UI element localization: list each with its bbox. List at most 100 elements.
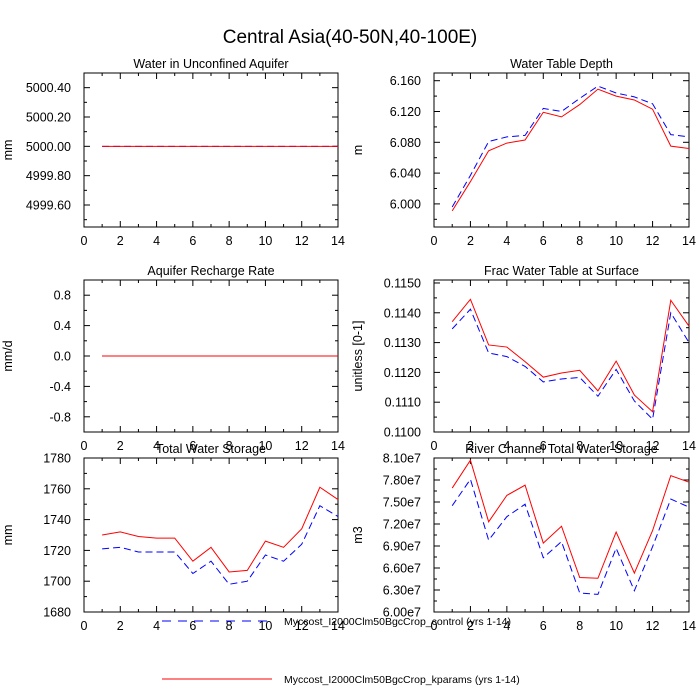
x-tick-label: 4 xyxy=(153,234,160,248)
x-tick-label: 12 xyxy=(646,234,660,248)
y-tick-label: 7.50e7 xyxy=(383,496,421,510)
y-tick-label: 1680 xyxy=(43,606,71,620)
y-axis-label: m xyxy=(351,145,365,155)
y-tick-label: 1760 xyxy=(43,482,71,496)
y-tick-label: -0.8 xyxy=(49,410,71,424)
x-tick-label: 4 xyxy=(503,619,510,633)
y-tick-label: 0.1130 xyxy=(384,336,421,350)
x-tick-label: 6 xyxy=(540,619,547,633)
x-tick-label: 8 xyxy=(576,619,583,633)
x-tick-label: 4 xyxy=(503,439,510,453)
x-tick-label: 6 xyxy=(189,439,196,453)
x-tick-label: 10 xyxy=(609,439,623,453)
y-axis-label: mm xyxy=(1,140,15,161)
panel-frac-water-table-at-surface: Frac Water Table at Surface 0 2 4 6 8 10 12 14 0.… xyxy=(351,264,696,453)
x-tick-label: 6 xyxy=(189,619,196,633)
series-line-control xyxy=(451,478,690,595)
x-tick-label: 4 xyxy=(153,439,160,453)
plot-frame xyxy=(433,72,690,228)
y-tick-label: 4999.80 xyxy=(26,169,71,183)
x-tick-label: 2 xyxy=(117,619,124,633)
plot-frame xyxy=(83,457,339,613)
panel-total-water-storage: Total Water Storage 0 2 4 6 8 10 12 14 1680 1700 17… xyxy=(1,442,345,633)
x-tick-label: 14 xyxy=(682,439,696,453)
y-tick-label: 0.1120 xyxy=(384,366,421,380)
y-tick-label: 1740 xyxy=(43,513,71,527)
legend-label-control: Myccost_I2000Clm50BgcCrop_control (yrs 1… xyxy=(284,616,511,628)
x-tick-label: 12 xyxy=(646,439,660,453)
x-tick-label: 12 xyxy=(295,234,309,248)
y-tick-label: 7.20e7 xyxy=(383,518,421,532)
y-tick-label: 1720 xyxy=(43,544,71,558)
y-tick-label: 6.160 xyxy=(390,74,421,88)
y-tick-label: 6.00e7 xyxy=(383,606,421,620)
x-tick-label: 8 xyxy=(576,439,583,453)
y-tick-label: 0.1100 xyxy=(384,426,421,440)
y-tick-label: 0.1150 xyxy=(384,276,421,290)
figure-title: Central Asia(40-50N,40-100E) xyxy=(223,27,478,48)
x-tick-label: 2 xyxy=(467,439,474,453)
x-tick-label: 12 xyxy=(295,619,309,633)
y-tick-label: 6.120 xyxy=(390,105,421,119)
x-tick-label: 4 xyxy=(503,234,510,248)
panel-title: Water Table Depth xyxy=(510,57,613,71)
y-tick-label: 6.080 xyxy=(390,136,421,150)
y-tick-label: 1780 xyxy=(43,452,71,466)
y-tick-label: 0.1140 xyxy=(384,306,421,320)
x-tick-label: 14 xyxy=(682,234,696,248)
x-tick-label: 2 xyxy=(117,439,124,453)
y-tick-label: 4999.60 xyxy=(26,199,71,213)
y-tick-label: 6.040 xyxy=(390,167,421,181)
x-tick-label: 10 xyxy=(609,234,623,248)
x-tick-label: 2 xyxy=(117,234,124,248)
y-tick-label: 0.0 xyxy=(54,350,71,364)
y-tick-label: 0.1110 xyxy=(385,396,421,410)
series-line-kparams xyxy=(451,88,690,212)
y-tick-label: 5000.20 xyxy=(26,111,71,125)
x-tick-label: 2 xyxy=(467,234,474,248)
y-axis-label: m3 xyxy=(351,526,365,543)
x-tick-label: 0 xyxy=(81,619,88,633)
x-tick-label: 14 xyxy=(331,234,345,248)
panel-water-table-depth: Water Table Depth 0 2 4 6 8 10 12 14 6.000 6.040 6.… xyxy=(351,57,696,248)
x-tick-label: 0 xyxy=(431,234,438,248)
y-tick-label: 5000.40 xyxy=(26,81,71,95)
y-axis-label: mm/d xyxy=(1,340,15,371)
x-tick-label: 2 xyxy=(467,619,474,633)
x-tick-label: 12 xyxy=(646,619,660,633)
y-tick-label: 5000.00 xyxy=(26,140,71,154)
x-tick-label: 10 xyxy=(258,234,272,248)
x-tick-label: 4 xyxy=(153,619,160,633)
y-tick-label: 8.10e7 xyxy=(383,452,421,466)
y-tick-label: 6.000 xyxy=(390,197,421,211)
panel-title: River Channel Total Water Storage xyxy=(465,442,658,456)
series-line-control xyxy=(451,85,690,208)
x-tick-label: 0 xyxy=(81,234,88,248)
panel-river-channel-total-water-storage: River Channel Total Water Storage 0 2 4 6 8 10… xyxy=(351,442,696,633)
x-tick-label: 10 xyxy=(258,439,272,453)
series-line-kparams xyxy=(451,298,690,413)
y-tick-label: 0.8 xyxy=(54,289,71,303)
x-tick-label: 8 xyxy=(226,439,233,453)
x-tick-label: 12 xyxy=(295,439,309,453)
panel-title: Aquifer Recharge Rate xyxy=(147,264,274,278)
x-tick-label: 14 xyxy=(331,619,345,633)
x-tick-label: 8 xyxy=(226,234,233,248)
series-line-kparams xyxy=(451,459,690,579)
x-tick-label: 14 xyxy=(682,619,696,633)
y-tick-label: 7.80e7 xyxy=(383,474,421,488)
y-tick-label: 1700 xyxy=(43,575,71,589)
x-tick-label: 6 xyxy=(540,234,547,248)
y-tick-label: 6.90e7 xyxy=(383,540,421,554)
y-axis-label: mm xyxy=(1,525,15,546)
x-tick-label: 6 xyxy=(189,234,196,248)
panel-title: Frac Water Table at Surface xyxy=(484,264,639,278)
x-tick-label: 0 xyxy=(81,439,88,453)
series-line-control xyxy=(451,308,690,421)
x-tick-label: 8 xyxy=(226,619,233,633)
y-axis-label: unitless [0-1] xyxy=(351,321,365,392)
y-tick-label: 6.60e7 xyxy=(383,562,421,576)
panel-water-in-unconfined-aquifer: Water in Unconfined Aquifer 0 2 4 6 8 10 12 14 49… xyxy=(1,57,345,248)
panel-title: Total Water Storage xyxy=(156,442,266,456)
